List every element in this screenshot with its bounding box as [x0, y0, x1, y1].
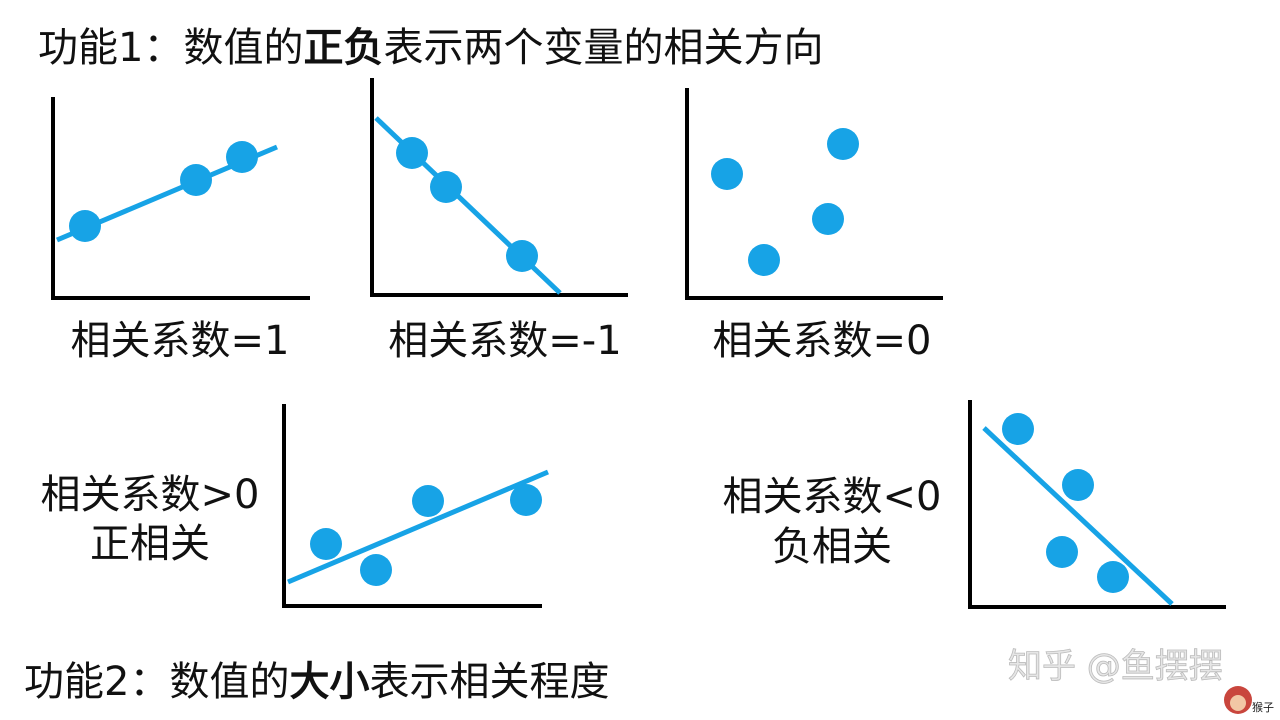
- panel-sublabel: 正相关: [90, 521, 210, 567]
- dot: [396, 137, 428, 169]
- panel: 相关系数<0 负相关: [723, 400, 1226, 609]
- dot: [226, 141, 258, 173]
- trend-line: [287, 469, 549, 585]
- dot: [1062, 469, 1094, 501]
- panel-label: 相关系数>0: [41, 472, 260, 518]
- watermark: 知乎 @鱼摆摆: [1008, 647, 1223, 687]
- heading-text: 功能2：数值的: [24, 659, 289, 705]
- logo-text: 猴子: [1252, 700, 1274, 714]
- dot: [711, 158, 743, 190]
- dot: [412, 485, 444, 517]
- panel-label: 相关系数=1: [71, 318, 290, 364]
- panel-label: 相关系数=0: [713, 318, 932, 364]
- panel: 相关系数=-1: [370, 78, 628, 364]
- panel-label: 相关系数<0: [723, 474, 942, 520]
- heading-bold: 正负: [303, 25, 383, 71]
- heading-bold: 大小: [289, 659, 369, 705]
- dot: [310, 528, 342, 560]
- heading-text: 表示两个变量的相关方向: [383, 25, 823, 71]
- panel: 相关系数=1: [51, 97, 310, 364]
- heading: 功能2：数值的大小表示相关程度: [24, 659, 609, 705]
- dot: [69, 210, 101, 242]
- dot: [180, 164, 212, 196]
- logo-face: [1230, 695, 1246, 711]
- heading-text: 功能1：数值的: [38, 25, 303, 71]
- heading: 功能1：数值的正负表示两个变量的相关方向: [38, 25, 823, 71]
- dot: [510, 484, 542, 516]
- dot: [430, 171, 462, 203]
- dot: [827, 128, 859, 160]
- trend-line: [982, 426, 1174, 606]
- dot: [1097, 561, 1129, 593]
- panel: 相关系数=0: [685, 88, 943, 364]
- dot: [1002, 413, 1034, 445]
- panel-label: 相关系数=-1: [388, 318, 621, 364]
- dot: [748, 244, 780, 276]
- heading-text: 表示相关程度: [369, 659, 609, 705]
- dot: [360, 554, 392, 586]
- dot: [812, 203, 844, 235]
- panel: 相关系数>0 正相关: [41, 404, 549, 608]
- dot: [506, 240, 538, 272]
- dot: [1046, 536, 1078, 568]
- panel-sublabel: 负相关: [772, 524, 892, 570]
